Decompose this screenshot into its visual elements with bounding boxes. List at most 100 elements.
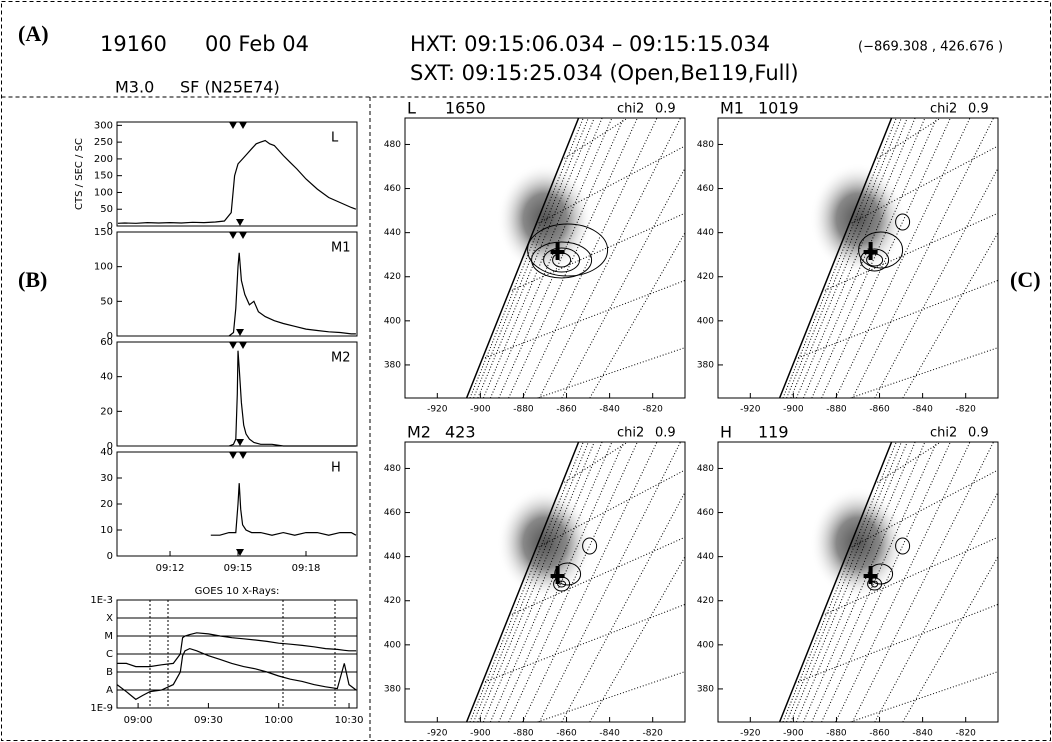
y-tick-label: 400 — [697, 316, 714, 326]
y-tick-label: 420 — [384, 596, 401, 606]
y-tick-label: 40 — [100, 372, 113, 383]
latitude-line — [562, 406, 685, 484]
x-tick-label: -860 — [556, 729, 577, 739]
interval-marker — [239, 452, 247, 459]
y-tick-label: 10 — [100, 525, 113, 536]
latitude-line — [875, 82, 998, 160]
interval-marker — [229, 342, 237, 349]
y-tick-label: 480 — [697, 464, 714, 474]
longitude-line — [590, 118, 751, 398]
y-tick-label: 50 — [100, 204, 113, 215]
x-tick-label: -920 — [427, 405, 448, 415]
y-axis-label: CTS / SEC / SC — [74, 138, 85, 210]
y-tick-label: B — [106, 667, 113, 678]
band: L — [407, 99, 416, 118]
interval-marker — [239, 342, 247, 349]
y-tick-label: 440 — [384, 552, 401, 562]
interval-marker — [239, 122, 247, 129]
goes-class: M3.0 — [115, 78, 154, 97]
band-label: M2 — [331, 351, 351, 366]
y-tick-label: M — [104, 631, 113, 642]
x-tick-label: -900 — [783, 729, 804, 739]
longitude-line — [590, 442, 751, 722]
y-tick-label: 420 — [697, 596, 714, 606]
y-tick-label: 60 — [100, 337, 113, 348]
y-tick-label: 460 — [697, 508, 714, 518]
y-tick-label: 400 — [384, 316, 401, 326]
y-tick-label: 20 — [100, 406, 113, 417]
y-tick-label: C — [106, 649, 113, 660]
interval-marker — [229, 232, 237, 239]
x-tick-label: -880 — [513, 729, 534, 739]
x-tick-label: 09:30 — [194, 715, 223, 726]
y-tick-label: 460 — [384, 508, 401, 518]
latitude-line — [562, 82, 685, 160]
interval-marker — [229, 452, 237, 459]
x-tick-label: -920 — [427, 729, 448, 739]
sxt-time: SXT: 09:15:25.034 (Open,Be119,Full) — [410, 61, 799, 85]
sxt-image — [810, 163, 906, 275]
counts: 119 — [758, 423, 789, 442]
y-tick-label: 100 — [94, 187, 113, 198]
x-tick-label: -820 — [642, 729, 663, 739]
x-tick-label: -920 — [740, 405, 761, 415]
x-tick-label: 10:00 — [264, 715, 293, 726]
chart-title: GOES 10 X-Rays: — [195, 586, 280, 597]
y-tick-label: X — [106, 613, 113, 624]
x-tick-label: -840 — [599, 405, 620, 415]
interval-marker — [236, 439, 244, 446]
position: (−869.308 , 426.676 ) — [858, 40, 1003, 55]
y-tick-label: 20 — [100, 499, 113, 510]
x-tick-label: -840 — [599, 729, 620, 739]
longitude-line — [903, 118, 1052, 398]
longitude-line — [903, 442, 1052, 722]
sxt-image — [497, 487, 593, 599]
y-tick-label: 480 — [384, 464, 401, 474]
y-tick-label: 440 — [384, 228, 401, 238]
plot-frame — [117, 122, 357, 226]
y-tick-label: 150 — [94, 227, 113, 238]
x-tick-label: -880 — [826, 405, 847, 415]
x-tick-label: -900 — [783, 405, 804, 415]
y-tick-label: 1E-3 — [90, 595, 113, 606]
y-tick-label: 40 — [100, 447, 113, 458]
figure: (A) 19160 00 Feb 04 M3.0 SF (N25E74) HXT… — [0, 0, 1052, 742]
y-tick-label: 380 — [384, 360, 401, 370]
y-tick-label: 380 — [697, 684, 714, 694]
x-tick-label: 10:30 — [335, 715, 364, 726]
x-tick-label: -880 — [513, 405, 534, 415]
chi2-label: chi2 — [617, 426, 644, 441]
x-tick-label: 09:00 — [124, 715, 153, 726]
x-tick-label: -840 — [912, 405, 933, 415]
y-tick-label: 480 — [384, 140, 401, 150]
chi2-label: chi2 — [617, 102, 644, 117]
noaa-number: 19160 — [100, 32, 167, 56]
data-line — [229, 253, 356, 336]
y-tick-label: 380 — [697, 360, 714, 370]
hxt-time: HXT: 09:15:06.034 – 09:15:15.034 — [410, 32, 770, 56]
y-tick-label: 440 — [697, 552, 714, 562]
x-tick-label: -820 — [642, 405, 663, 415]
counts: 423 — [445, 423, 476, 442]
y-tick-label: 420 — [384, 272, 401, 282]
band-label: M1 — [331, 241, 351, 256]
y-tick-label: 480 — [697, 140, 714, 150]
chi2-label: chi2 — [930, 426, 957, 441]
x-tick-label: 09:15 — [224, 563, 253, 574]
x-tick-label: -920 — [740, 729, 761, 739]
interval-marker — [239, 232, 247, 239]
y-tick-label: 460 — [384, 184, 401, 194]
data-line — [117, 633, 356, 667]
x-tick-label: -820 — [955, 405, 976, 415]
y-tick-label: 420 — [697, 272, 714, 282]
x-tick-label: -860 — [869, 405, 890, 415]
panel-label: (A) — [18, 21, 49, 46]
data-line — [118, 141, 356, 224]
x-tick-label: -860 — [556, 405, 577, 415]
y-tick-label: 150 — [94, 171, 113, 182]
x-tick-label: -900 — [470, 405, 491, 415]
interval-marker — [236, 549, 244, 556]
y-tick-label: 200 — [94, 154, 113, 165]
data-line — [117, 649, 356, 700]
chi2-value: 0.9 — [655, 102, 676, 117]
